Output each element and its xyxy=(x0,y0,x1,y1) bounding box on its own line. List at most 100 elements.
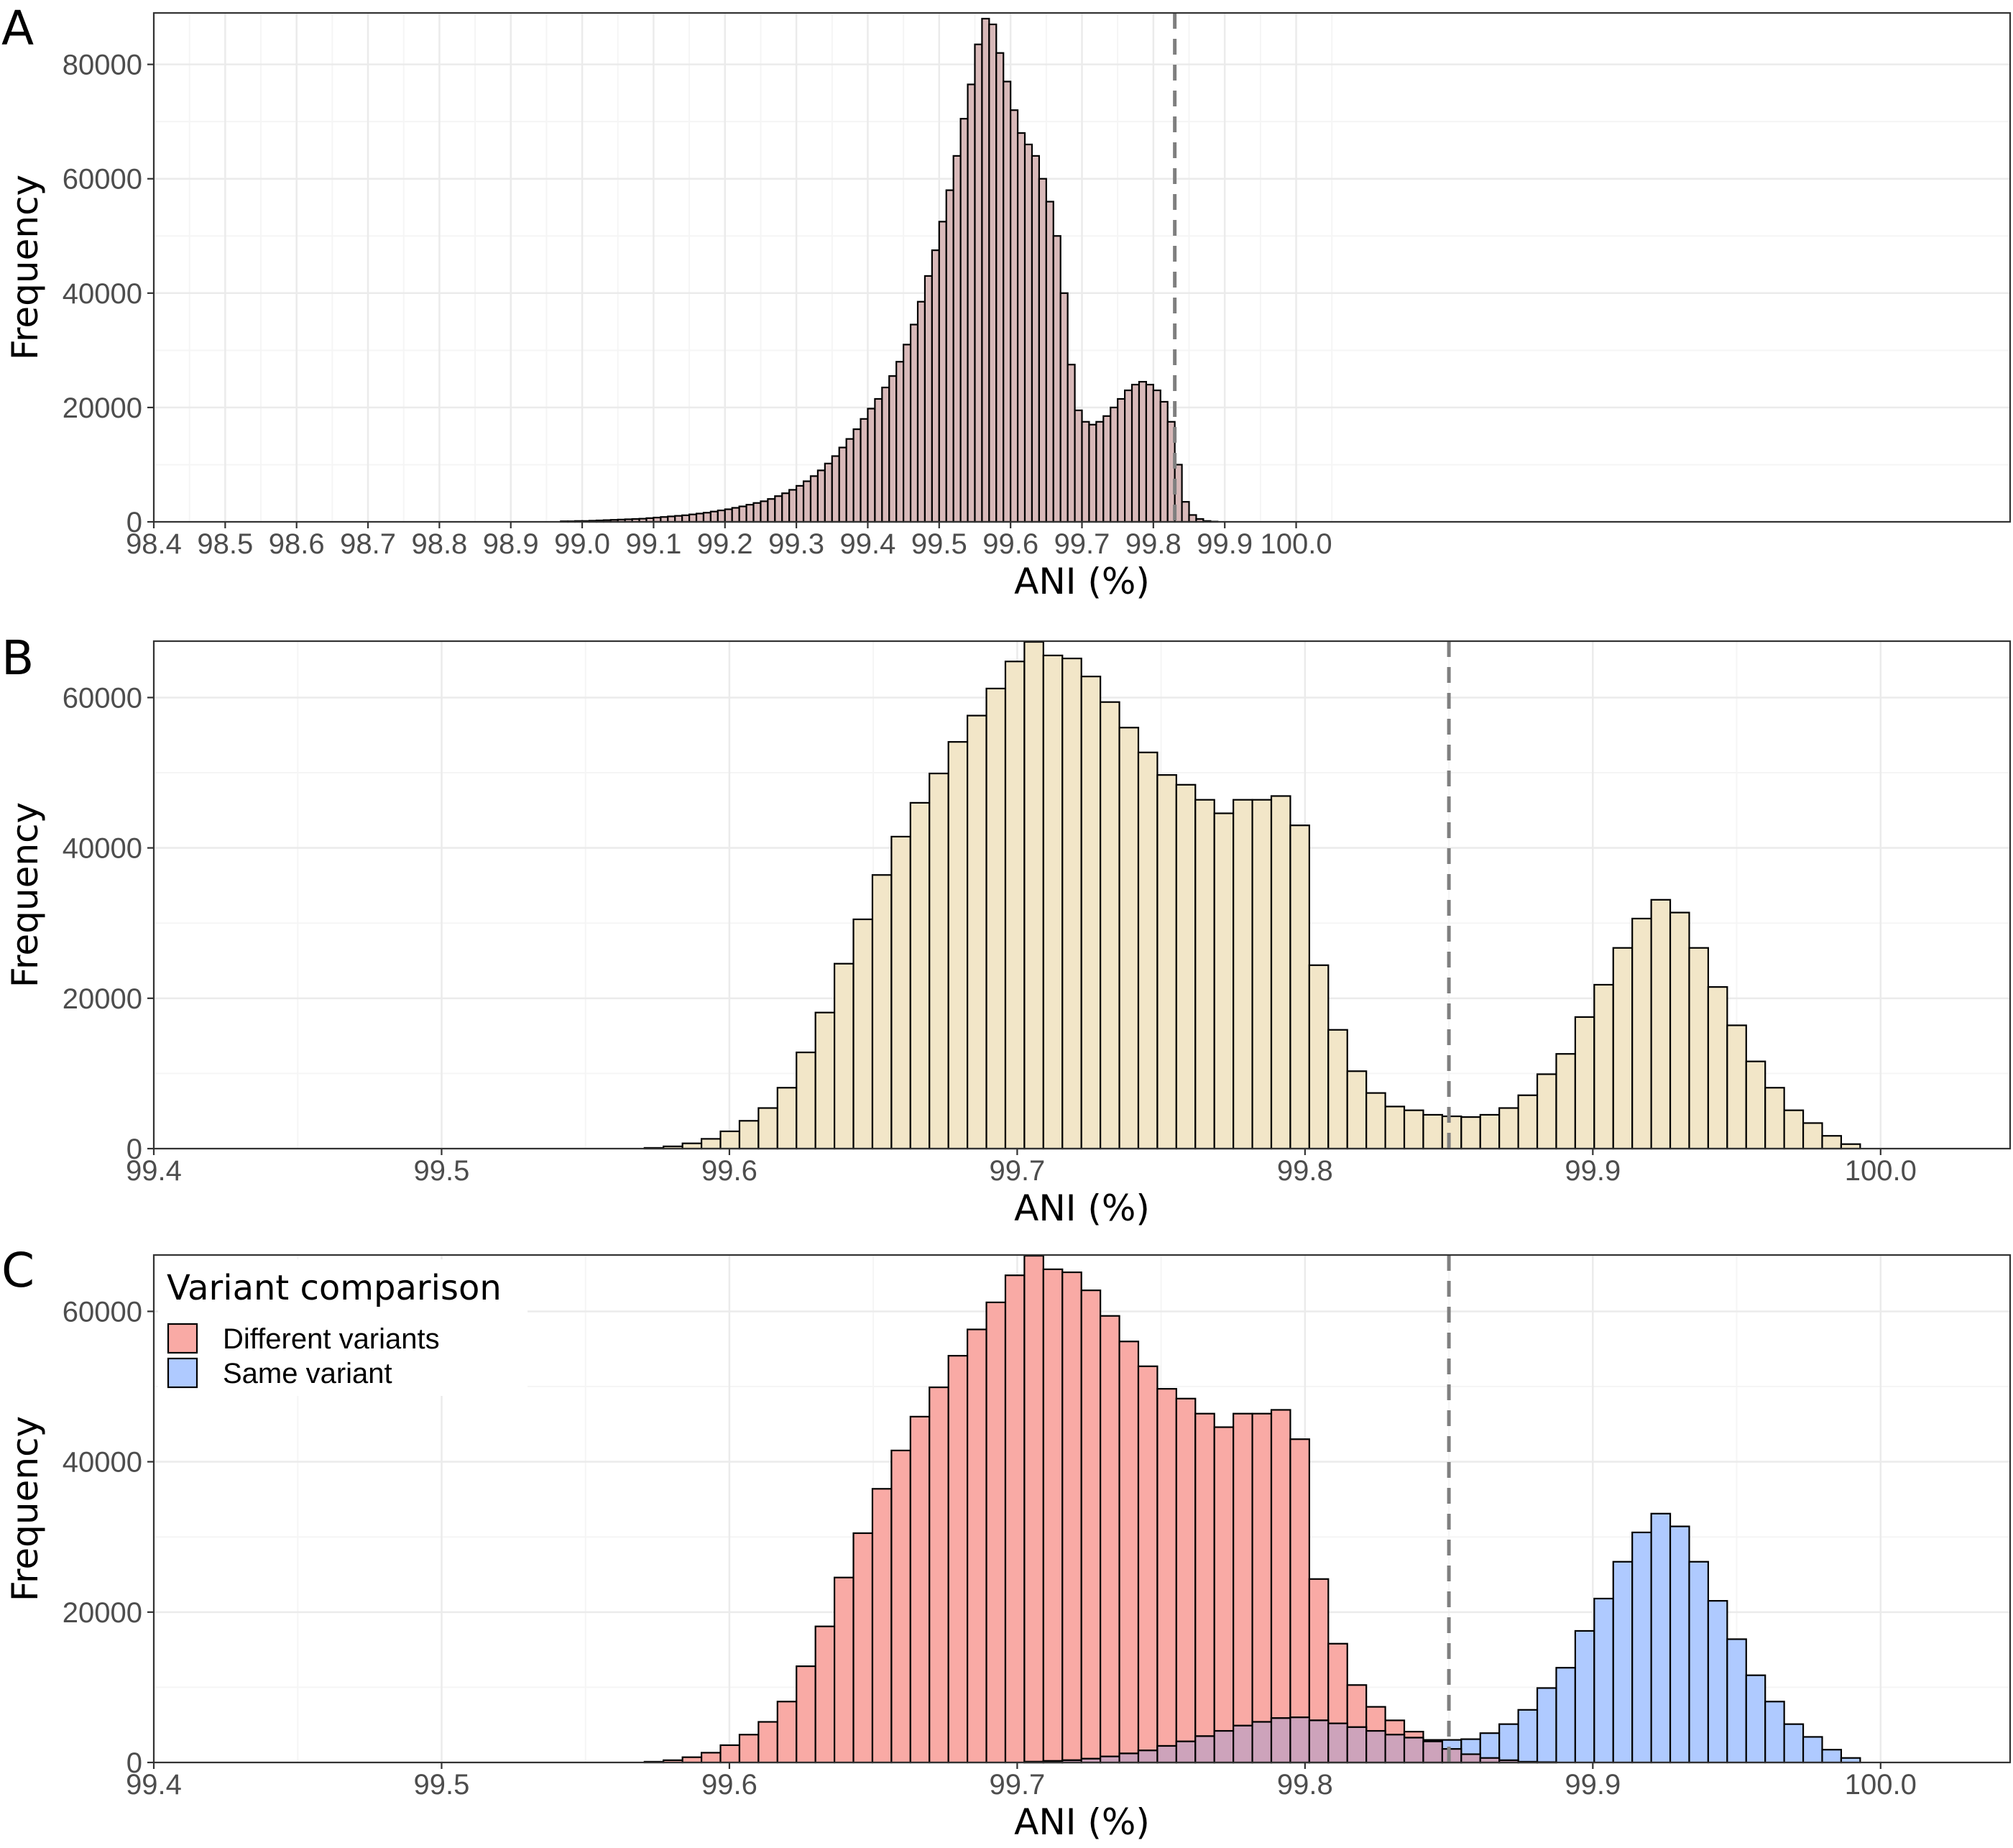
histogram-bar-overlap xyxy=(1289,1716,1310,1764)
histogram-bar-overlap xyxy=(1441,1748,1462,1764)
panel-letter: A xyxy=(1,1,34,56)
histogram-bar xyxy=(929,772,949,1150)
histogram-bar xyxy=(967,714,987,1150)
x-tick-label: 99.7 xyxy=(989,1155,1045,1187)
histogram-bar xyxy=(688,513,698,523)
histogram-bars xyxy=(560,17,1219,523)
histogram-bar xyxy=(1688,947,1710,1150)
x-tick-label: 99.8 xyxy=(1277,1155,1333,1187)
histogram-bar xyxy=(1802,1736,1823,1764)
histogram-bar xyxy=(909,1415,931,1764)
histogram-bar xyxy=(985,1301,1007,1764)
bars-same-variant xyxy=(1023,1512,1861,1764)
histogram-bar xyxy=(1270,1409,1291,1764)
histogram-bar xyxy=(1045,201,1054,523)
histogram-bar xyxy=(1612,947,1634,1150)
histogram-bar xyxy=(929,1386,949,1764)
y-tick-label: 0 xyxy=(126,1747,142,1779)
legend: Variant comparison Different variantsSame… xyxy=(158,1259,528,1396)
histogram-bar xyxy=(767,498,776,523)
x-axis-title: ANI (%) xyxy=(1014,1801,1150,1843)
legend-label: Different variants xyxy=(223,1323,440,1355)
x-tick-label: 99.9 xyxy=(1565,1769,1621,1801)
histogram-bar xyxy=(1517,1094,1539,1150)
x-tick-label: 100.0 xyxy=(1845,1155,1917,1187)
histogram-bar xyxy=(852,428,862,523)
histogram-bar xyxy=(890,1449,911,1764)
histogram-bar xyxy=(1016,132,1026,523)
x-tick-label: 99.9 xyxy=(1197,528,1253,560)
histogram-bar xyxy=(700,1138,722,1150)
histogram-bar xyxy=(1080,1290,1102,1764)
histogram-bar xyxy=(867,408,876,523)
histogram-bar xyxy=(1080,676,1102,1150)
x-tick-label: 99.8 xyxy=(1125,528,1181,560)
histogram-bar xyxy=(890,835,911,1150)
histogram-bar xyxy=(1100,1315,1120,1764)
histogram-bar xyxy=(967,83,976,523)
y-axis: 0 20000 40000 60000 80000 xyxy=(63,50,154,538)
histogram-bar xyxy=(745,504,755,523)
histogram-bar xyxy=(1517,1709,1539,1764)
histogram-bar xyxy=(1110,406,1119,523)
histogram-bar xyxy=(1745,1674,1766,1764)
panel-a: 98.4 98.5 98.6 98.7 98.8 98.9 99.0 99.1 99.2 99.3… xyxy=(1,1,2012,602)
histogram-bar xyxy=(1061,1271,1082,1764)
histogram-bar-overlap xyxy=(1175,1740,1197,1764)
histogram-bar xyxy=(1074,409,1083,523)
histogram-bar xyxy=(1612,1560,1634,1764)
x-tick-label: 99.5 xyxy=(414,1155,470,1187)
histogram-bar xyxy=(702,512,712,523)
y-tick-label: 60000 xyxy=(63,682,142,714)
histogram-bar xyxy=(788,489,798,523)
legend-key-same-variant xyxy=(167,1357,198,1389)
histogram-bar xyxy=(1441,1115,1462,1150)
histogram-bar xyxy=(1574,1016,1595,1150)
histogram-bar xyxy=(903,344,912,523)
histogram-bar xyxy=(1631,917,1652,1150)
histogram-bar-overlap xyxy=(1308,1719,1330,1764)
histogram-bar xyxy=(931,249,940,523)
histogram-bar xyxy=(1251,799,1273,1150)
histogram-bar xyxy=(1188,514,1197,523)
bars-overlap xyxy=(1023,1716,1557,1764)
histogram-bar xyxy=(1061,657,1082,1150)
histogram-bar xyxy=(1669,911,1690,1150)
histogram-bar xyxy=(1555,1053,1576,1150)
histogram-bar xyxy=(967,1328,987,1764)
histogram-bar-overlap xyxy=(1422,1740,1443,1764)
histogram-bar xyxy=(1081,420,1090,523)
histogram-bar xyxy=(719,1130,741,1150)
histogram-bar xyxy=(952,155,962,523)
histogram-bar xyxy=(760,500,769,523)
histogram-bar xyxy=(1802,1122,1823,1150)
histogram-bar xyxy=(881,386,890,523)
histogram-bar xyxy=(717,509,726,523)
x-tick-label: 98.5 xyxy=(197,528,253,560)
histogram-bar xyxy=(988,23,998,523)
histogram-bar-overlap xyxy=(1137,1750,1158,1764)
histogram-bar xyxy=(1100,701,1120,1150)
histogram-bar xyxy=(1422,1113,1443,1150)
panel-border xyxy=(152,1254,2012,1764)
histogram-bar xyxy=(1175,1397,1197,1764)
x-tick-label: 100.0 xyxy=(1260,528,1332,560)
x-tick-label: 99.4 xyxy=(126,1769,182,1801)
x-tick-label: 98.8 xyxy=(411,528,467,560)
legend-background xyxy=(158,1259,528,1396)
x-tick-label: 99.6 xyxy=(701,1769,757,1801)
histogram-bar-overlap xyxy=(1365,1729,1386,1764)
histogram-bar xyxy=(947,741,969,1150)
histogram-bar xyxy=(1631,1531,1652,1764)
x-tick-label: 99.3 xyxy=(768,528,824,560)
histogram-bar xyxy=(1181,501,1190,523)
histogram-bar xyxy=(845,438,855,523)
x-tick-label: 99.1 xyxy=(625,528,681,560)
panel-b: 99.4 99.5 99.6 99.7 99.8 99.9 100.0 0 20000 40000… xyxy=(1,630,2012,1229)
histogram-bar xyxy=(1003,81,1012,523)
histogram-bar xyxy=(1010,109,1019,523)
histogram-bar xyxy=(985,687,1007,1150)
histogram-bar xyxy=(1289,824,1310,1150)
histogram-bar xyxy=(1130,383,1141,523)
histogram-bar xyxy=(757,1721,778,1764)
